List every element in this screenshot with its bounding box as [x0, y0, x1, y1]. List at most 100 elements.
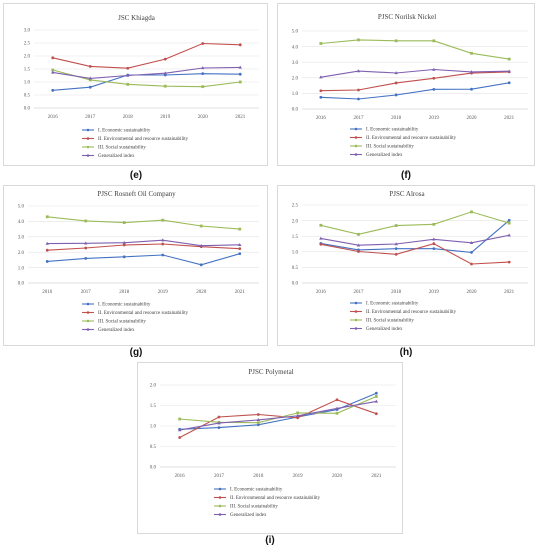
data-point: [469, 70, 474, 74]
series-line: [52, 73, 241, 91]
x-tick-label: 2019: [293, 474, 304, 479]
data-point: [356, 69, 361, 73]
chart-panel-norilsk-nickel: PJSC Norilsk Nickel 0.0 1.0 2.0 3.0 4.0 5.0 201…: [277, 3, 535, 166]
legend-label: III. Social sustainability: [98, 146, 146, 151]
y-tick-label: 2.0: [150, 384, 157, 389]
data-point: [469, 240, 474, 244]
data-point: [126, 82, 130, 86]
data-point: [238, 247, 242, 251]
series-line: [47, 253, 240, 266]
x-tick-label: 2018: [391, 290, 402, 295]
x-tick-label: 2016: [48, 115, 59, 120]
data-point: [177, 428, 182, 432]
chart-panel-alrosa: PJSC Alrosa 0.0 0.5 1.0 1.5 2.0 2.5 2016 2017 201…: [277, 185, 535, 346]
x-tick-label: 2018: [119, 290, 130, 295]
chart-title: PJSC Polymetal: [248, 368, 293, 376]
x-tick-label: 2020: [467, 290, 478, 295]
x-tick-label: 2016: [316, 290, 327, 295]
data-point: [126, 66, 130, 70]
data-point: [357, 232, 360, 236]
y-tick-label: 2.0: [292, 219, 299, 224]
legend-marker: [354, 144, 358, 148]
data-point: [201, 85, 205, 89]
data-point: [394, 39, 398, 43]
y-tick-label: 5.0: [18, 205, 25, 210]
y-tick-label: 0.5: [24, 94, 31, 99]
data-point: [238, 80, 242, 84]
data-point: [319, 236, 323, 240]
chart-khiagda: JSC Khiagda 0.0 0.5 1.0 1.5 2.0 2.5 3.0 2016 2017…: [24, 14, 259, 159]
legend-label: II. Environmental and resource sustainab…: [98, 137, 189, 142]
chart-alrosa: PJSC Alrosa 0.0 0.5 1.0 1.5 2.0 2.5 2016 2017 201…: [292, 190, 528, 332]
legend-label: III. Social sustainability: [230, 505, 278, 510]
legend-marker: [86, 145, 90, 149]
x-tick-label: 2021: [235, 115, 246, 120]
panel-label-h: (h): [399, 347, 413, 358]
data-point: [122, 255, 126, 259]
legend-marker: [218, 513, 222, 516]
chart-title: JSC Khiagda: [118, 14, 156, 22]
data-point: [84, 241, 88, 245]
data-point: [507, 81, 511, 85]
y-tick-label: 2.5: [24, 42, 31, 47]
x-tick-label: 2018: [123, 115, 134, 120]
y-tick-label: 5.0: [292, 30, 299, 35]
data-point: [356, 243, 361, 247]
data-point: [394, 224, 398, 227]
data-point: [238, 227, 242, 231]
legend-label: Generalized index: [230, 513, 267, 518]
y-tick-label: 2.0: [24, 55, 31, 60]
data-point: [238, 65, 242, 69]
chart-title: PJSC Alrosa: [389, 190, 425, 198]
legend-label: Generalized index: [98, 328, 135, 333]
data-point: [178, 417, 182, 421]
x-tick-label: 2021: [235, 290, 246, 295]
legend-marker: [354, 310, 358, 313]
legend-marker: [86, 154, 90, 157]
data-point: [374, 412, 378, 416]
legend-label: I. Economic sustainability: [98, 129, 151, 134]
data-point: [507, 233, 511, 237]
legend-marker: [218, 496, 222, 499]
legend-marker: [354, 327, 358, 330]
data-point: [238, 243, 242, 247]
data-point: [296, 416, 300, 420]
legend-label: I. Economic sustainability: [366, 302, 419, 307]
legend-marker: [354, 136, 358, 139]
series-line: [320, 68, 510, 78]
legend-label: Generalized index: [366, 327, 403, 332]
data-point: [470, 262, 473, 266]
data-point: [256, 418, 261, 422]
series-line: [47, 243, 240, 251]
legend-label: III. Social sustainability: [98, 320, 146, 325]
data-point: [84, 256, 88, 260]
x-tick-label: 2020: [196, 290, 207, 295]
data-point: [122, 221, 126, 225]
data-point: [238, 252, 242, 256]
data-point: [432, 39, 436, 43]
x-tick-label: 2020: [467, 116, 478, 121]
legend-marker: [218, 504, 222, 508]
legend-label: Generalized index: [98, 154, 135, 159]
y-tick-label: 3.0: [24, 29, 31, 34]
legend-marker: [218, 487, 222, 491]
data-point: [201, 72, 205, 76]
y-tick-label: 2.0: [18, 251, 25, 256]
data-point: [161, 238, 165, 242]
data-point: [432, 237, 436, 241]
data-point: [45, 260, 49, 263]
legend-label: II. Environmental and resource sustainab…: [230, 496, 321, 501]
data-point: [432, 76, 436, 80]
data-point: [470, 210, 473, 214]
panel-label-e: (e): [129, 170, 143, 181]
x-tick-label: 2021: [371, 474, 382, 479]
data-point: [88, 78, 92, 82]
data-point: [161, 253, 165, 257]
y-tick-label: 1.5: [150, 404, 157, 409]
data-point: [84, 246, 88, 250]
data-point: [507, 57, 511, 61]
data-point: [45, 215, 49, 219]
legend-label: III. Social sustainability: [366, 319, 414, 324]
data-point: [51, 56, 55, 60]
y-tick-label: 1.0: [18, 266, 25, 271]
